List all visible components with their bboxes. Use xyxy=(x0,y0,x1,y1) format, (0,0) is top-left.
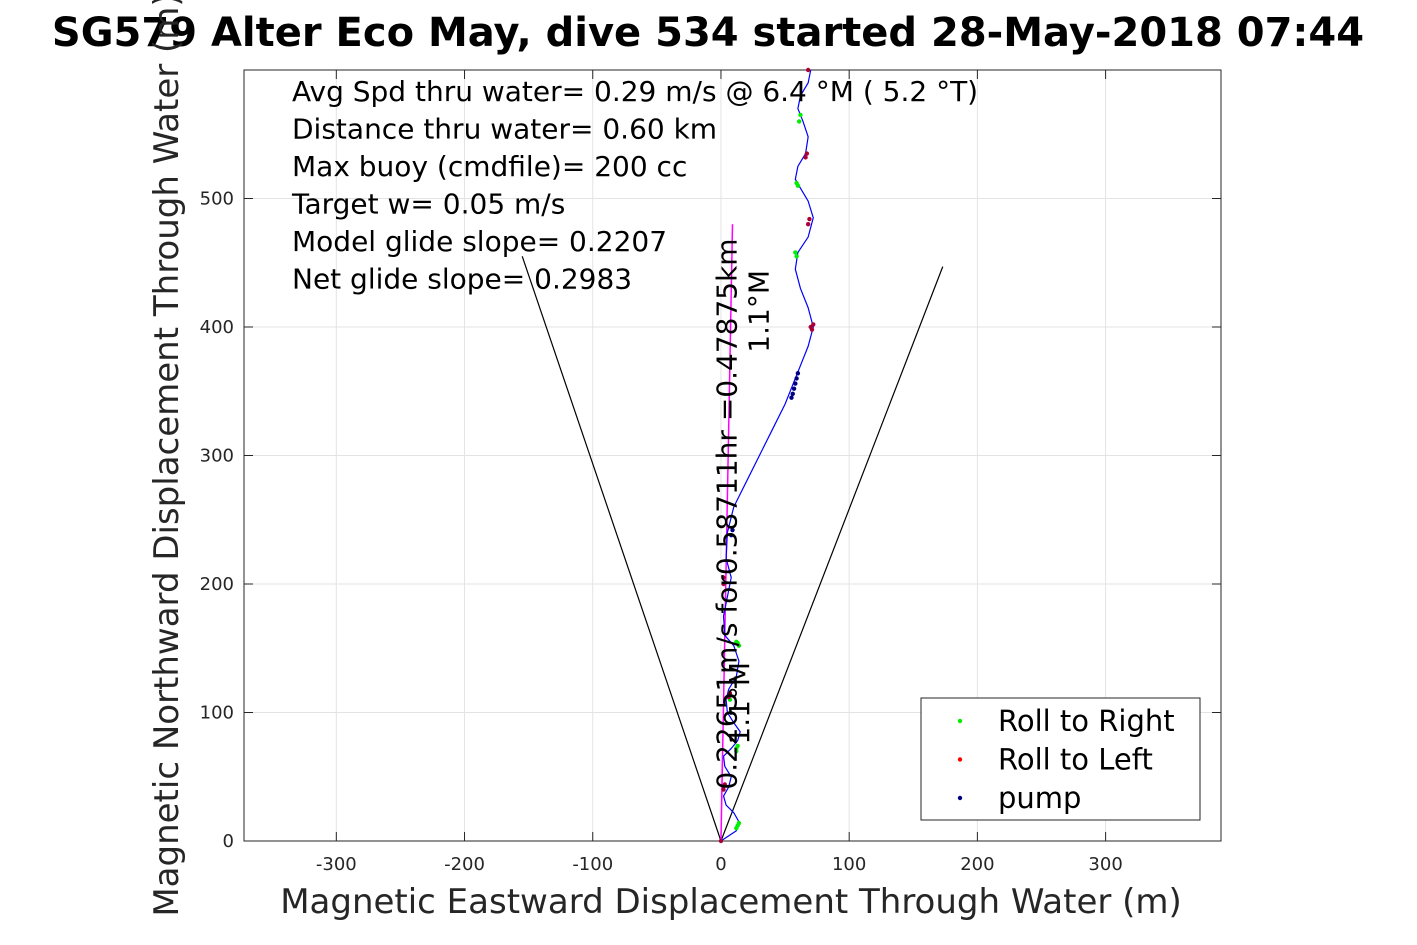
wedge-lines xyxy=(521,256,944,842)
roll-to-left-point xyxy=(805,222,811,227)
roll-to-left-point xyxy=(721,787,726,792)
annotation-line: Distance thru water= 0.60 km xyxy=(292,113,717,146)
pump-point xyxy=(729,532,734,538)
annotation-line: Max buoy (cmdfile)= 200 cc xyxy=(292,150,687,183)
pump-point xyxy=(793,381,798,386)
roll-to-left-point xyxy=(803,155,808,160)
annotation-block: Avg Spd thru water= 0.29 m/s @ 6.4 °M ( … xyxy=(291,75,978,296)
roll-to-right-point xyxy=(793,250,798,255)
marker-group xyxy=(718,67,816,844)
y-tick-label: 500 xyxy=(200,189,234,210)
chart-title: SG579 Alter Eco May, dive 534 started 28… xyxy=(52,10,1364,56)
roll-to-left-point xyxy=(811,322,816,327)
roll-to-left-point xyxy=(726,694,731,700)
current-vector xyxy=(720,224,734,842)
legend-entry: Roll to Right xyxy=(998,704,1175,738)
x-tick-label: 0 xyxy=(715,854,726,875)
roll-to-left-point xyxy=(805,67,811,73)
y-tick-label: 0 xyxy=(223,831,234,852)
roll-to-left-point xyxy=(722,782,728,787)
roll-to-right-point xyxy=(736,820,742,826)
ticks: -300 -200 -100 0 100 200 300 0 100 200 300 400 500 xyxy=(200,70,1221,875)
roll-to-left-point xyxy=(718,838,724,844)
rotated-label: 1.1°M xyxy=(723,662,756,745)
roll-to-right-point xyxy=(798,112,803,118)
legend-marker xyxy=(957,795,963,801)
y-axis-label: Magnetic Northward Displacement Through … xyxy=(147,0,187,917)
rotated-label: 0.22651m/s for0.58711hr =0.47875km xyxy=(710,238,743,789)
grid xyxy=(244,70,1221,842)
pump-point xyxy=(789,395,794,400)
y-tick-label: 100 xyxy=(200,703,234,724)
current-line-group xyxy=(720,224,734,842)
roll-to-left-point xyxy=(727,691,733,696)
annotation-line: Avg Spd thru water= 0.29 m/s @ 6.4 °M ( … xyxy=(292,75,978,108)
x-axis-label: Magnetic Eastward Displacement Through W… xyxy=(280,882,1182,922)
roll-to-left-point xyxy=(721,575,726,580)
roll-to-right-point xyxy=(735,743,740,749)
roll-to-left-point xyxy=(804,151,810,156)
y-tick-label: 200 xyxy=(200,574,234,595)
roll-to-right-point xyxy=(794,180,799,186)
annotation-line: Model glide slope= 0.2207 xyxy=(292,225,667,258)
legend: Roll to Right Roll to Left pump xyxy=(920,697,1201,821)
right-wedge xyxy=(720,266,944,842)
pump-point xyxy=(791,386,797,391)
roll-to-left-point xyxy=(807,216,812,222)
x-tick-label: -300 xyxy=(316,854,357,875)
pump-point xyxy=(790,391,795,397)
annotation-line: Target w= 0.05 m/s xyxy=(291,188,565,221)
x-tick-label: 100 xyxy=(832,854,866,875)
x-tick-label: -100 xyxy=(572,854,613,875)
annotation-line: Net glide slope= 0.2983 xyxy=(292,263,632,296)
legend-box xyxy=(920,697,1201,821)
pump-point xyxy=(794,376,799,381)
x-tick-label: -200 xyxy=(444,854,485,875)
x-tick-label: 200 xyxy=(960,854,994,875)
legend-marker xyxy=(957,718,963,724)
roll-to-right-point xyxy=(794,254,799,259)
y-tick-label: 300 xyxy=(200,446,234,467)
roll-to-right-point xyxy=(796,119,802,124)
x-tick-label: 300 xyxy=(1088,854,1122,875)
pump-point xyxy=(795,371,801,376)
left-wedge xyxy=(521,256,722,842)
rotated-label: 1.1°M xyxy=(742,270,775,353)
roll-to-left-point xyxy=(809,327,815,332)
legend-entry: Roll to Left xyxy=(998,743,1153,777)
pump-point xyxy=(730,527,735,533)
roll-to-right-point xyxy=(735,640,740,646)
roll-to-left-point xyxy=(721,581,726,587)
legend-marker xyxy=(957,757,963,762)
y-tick-label: 400 xyxy=(200,317,234,338)
legend-entry: pump xyxy=(998,781,1081,815)
